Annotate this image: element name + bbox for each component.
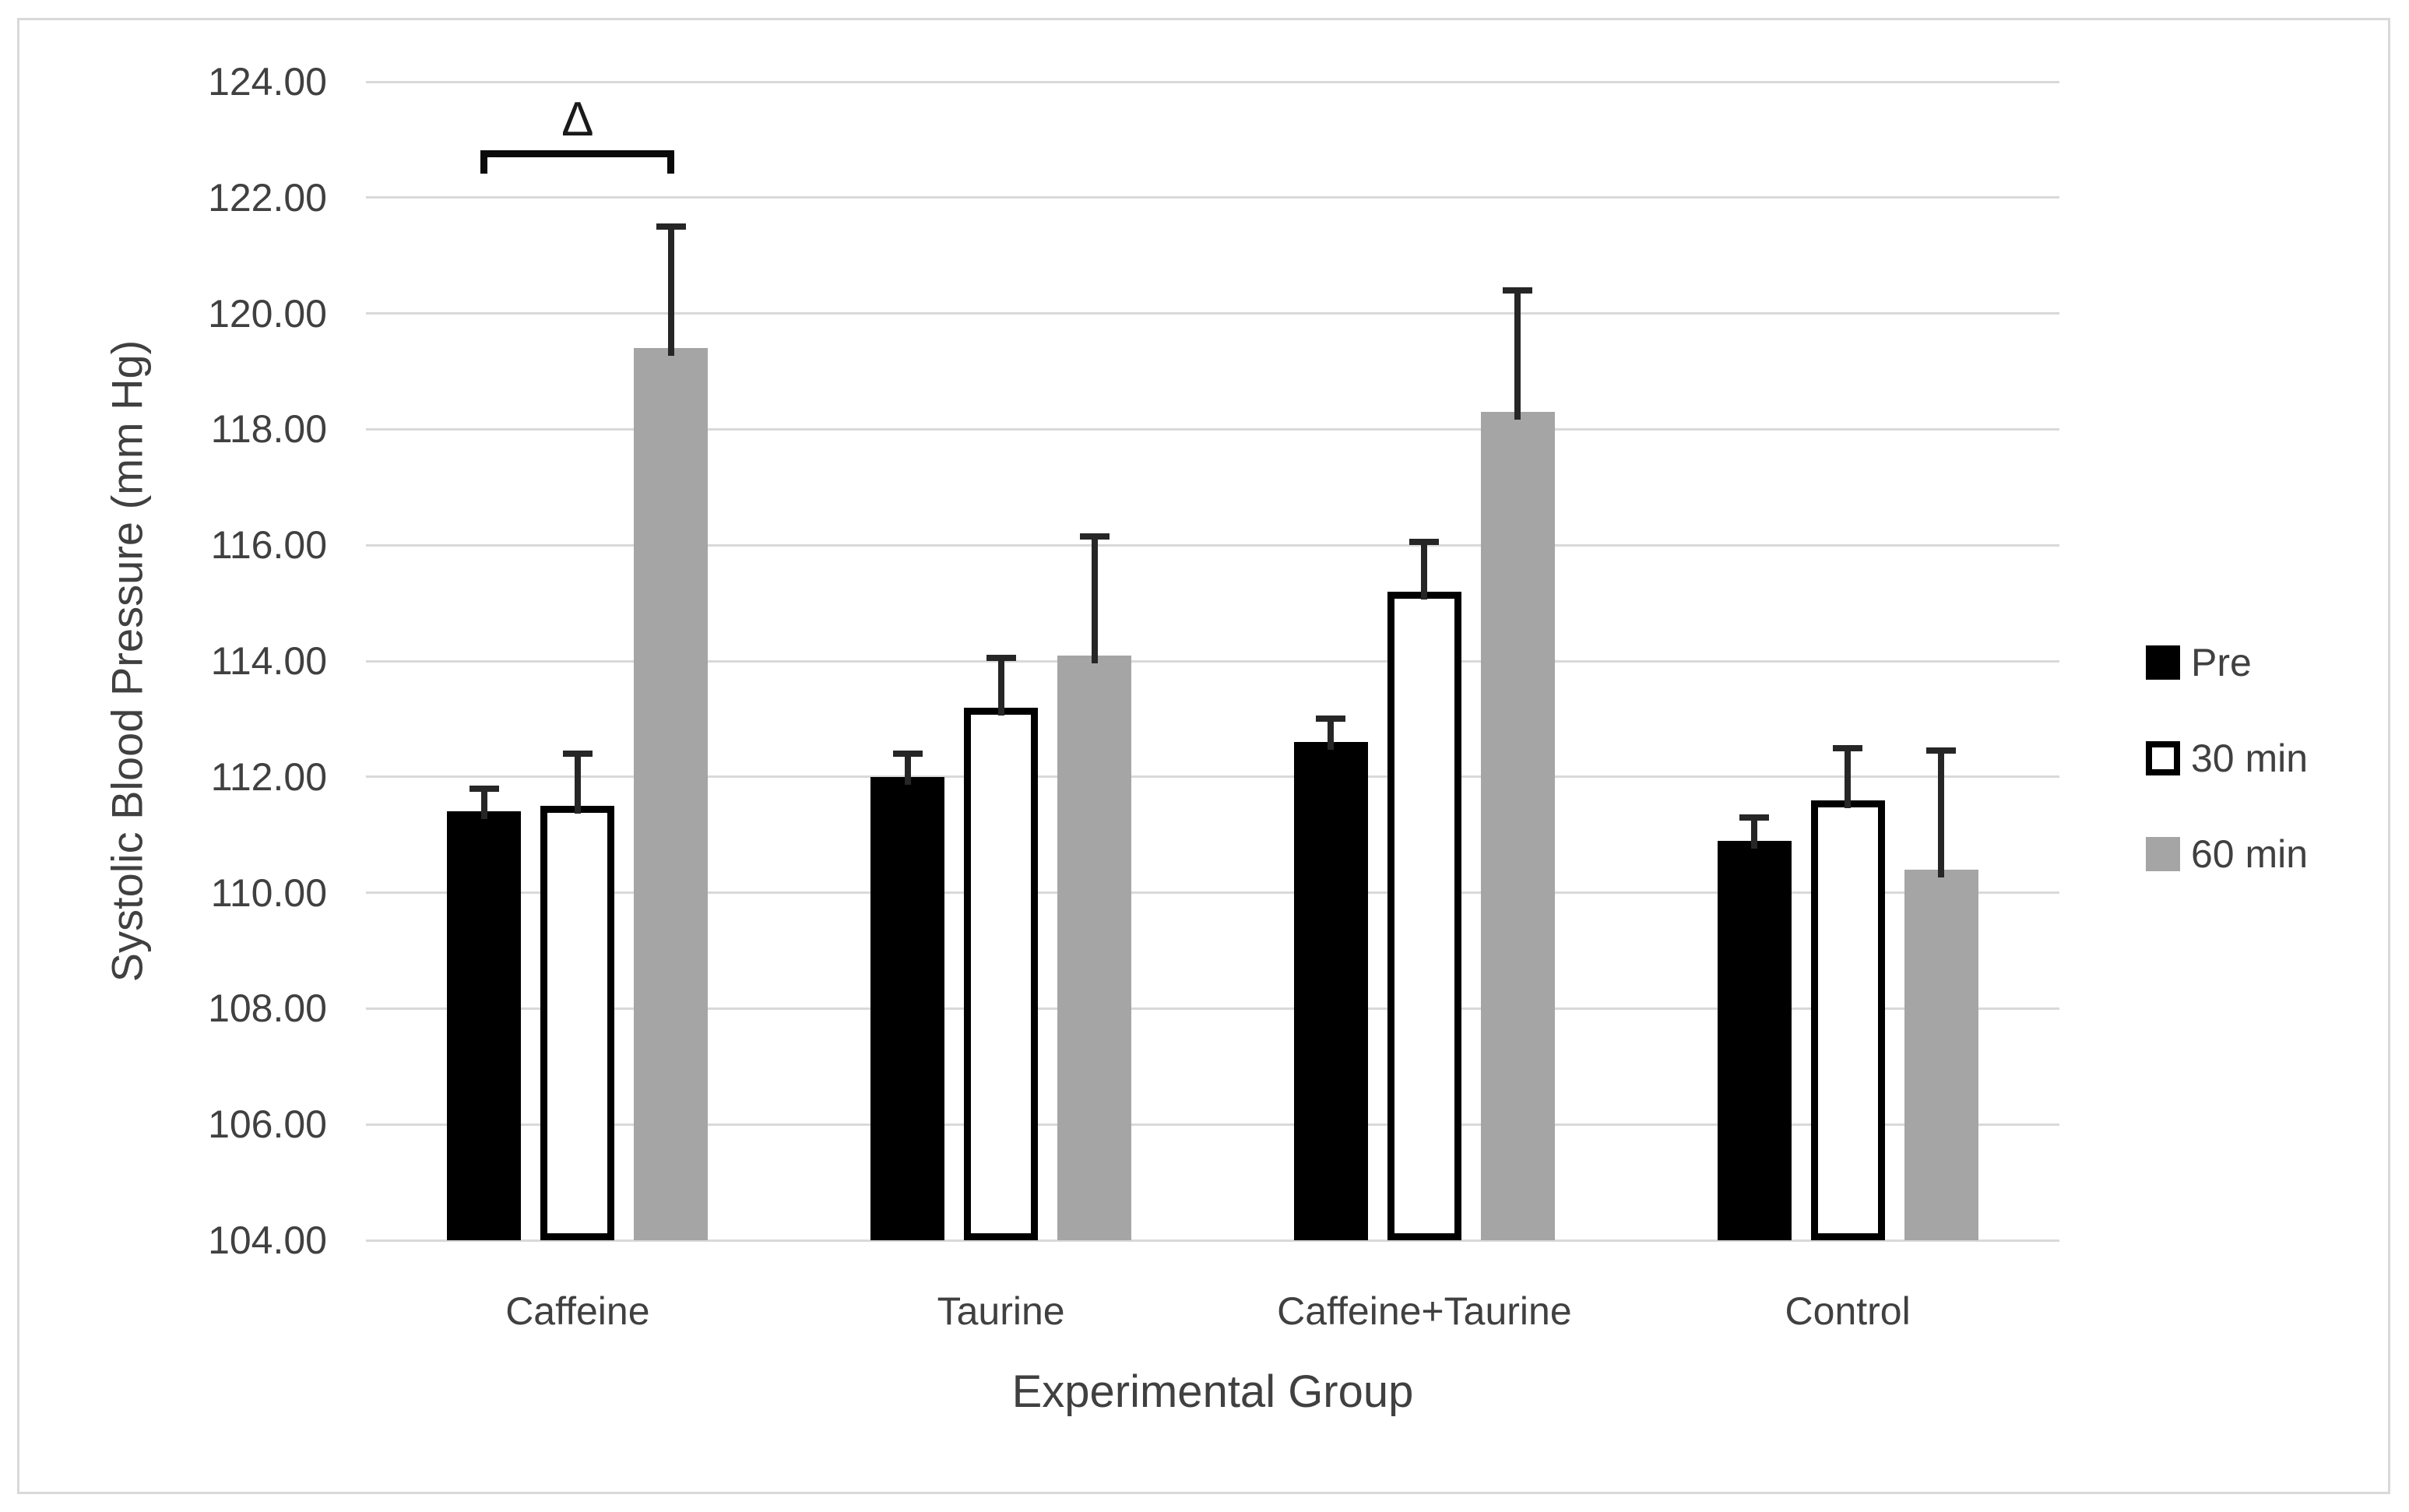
gridline [366,1123,2059,1126]
gridline [366,1007,2059,1010]
error-whisker-30-min-control [1845,747,1852,808]
y-tick-label: 118.00 [210,407,327,452]
legend-label-30-min: 30 min [2191,737,2309,780]
y-tick-label: 116.00 [210,523,327,568]
bar-60-min-control [1904,869,1978,1240]
error-whisker-30-min-taurine [997,658,1004,716]
y-tick-label: 112.00 [210,754,327,799]
error-cap-pre-taurine [892,751,923,758]
significance-bracket-tick [667,149,675,174]
error-whisker-60-min-caffeine-taurine [1514,290,1521,420]
gridline [366,80,2059,83]
y-tick-label: 114.00 [210,639,327,683]
delta-annotation: Δ [561,93,594,146]
gridline [366,1239,2059,1242]
error-whisker-pre-control [1751,817,1758,849]
bar-30-min-caffeine [540,806,615,1240]
y-tick-label: 124.00 [208,60,327,104]
error-whisker-30-min-caffeine-taurine [1421,542,1428,600]
y-tick-label: 104.00 [208,1218,327,1262]
error-cap-pre-control [1739,814,1770,821]
legend-label-60-min: 60 min [2191,832,2309,876]
error-cap-60-min-taurine [1079,533,1110,540]
chart-frame [17,18,2390,1494]
legend-label-pre: Pre [2191,641,2252,684]
gridline [366,427,2059,431]
bar-pre-caffeine-taurine [1293,742,1368,1240]
error-cap-60-min-caffeine [656,223,686,230]
bar-30-min-taurine [964,707,1039,1240]
bar-pre-taurine [870,776,945,1240]
y-tick-label: 106.00 [208,1102,327,1147]
gridline [366,312,2059,315]
error-whisker-30-min-caffeine [574,754,581,814]
y-tick-label: 110.00 [210,870,327,915]
error-cap-30-min-caffeine-taurine [1409,539,1440,546]
legend-swatch-60-min [2146,837,2180,871]
error-whisker-pre-caffeine [480,788,487,820]
error-whisker-60-min-caffeine [667,227,674,357]
error-cap-pre-caffeine [469,785,499,792]
x-tick-label-taurine: Taurine [937,1289,1065,1333]
y-tick-label: 108.00 [208,986,327,1031]
x-tick-label-control: Control [1785,1289,1911,1333]
error-cap-30-min-control [1833,744,1863,751]
gridline [366,891,2059,895]
bar-30-min-control [1810,800,1885,1240]
significance-bracket-tick [480,149,488,174]
gridline [366,543,2059,547]
error-whisker-pre-taurine [904,754,911,785]
error-whisker-60-min-taurine [1091,536,1098,663]
bar-60-min-caffeine [634,348,709,1240]
error-whisker-pre-caffeine-taurine [1328,719,1335,751]
error-whisker-60-min-control [1938,751,1945,877]
gridline [366,775,2059,779]
bar-60-min-taurine [1057,655,1132,1240]
bar-60-min-caffeine-taurine [1480,412,1555,1240]
bar-30-min-caffeine-taurine [1387,591,1461,1240]
significance-bracket [480,149,675,157]
bar-pre-control [1717,840,1792,1240]
error-cap-60-min-control [1926,747,1957,754]
error-cap-pre-caffeine-taurine [1316,716,1346,723]
y-tick-label: 120.00 [208,291,327,336]
gridline [366,196,2059,199]
bar-pre-caffeine [447,811,522,1240]
error-cap-30-min-taurine [986,655,1016,662]
legend-swatch-30-min [2146,741,2180,775]
x-axis-title: Experimental Group [1011,1366,1414,1417]
error-cap-60-min-caffeine-taurine [1503,287,1533,294]
legend-swatch-pre [2146,645,2180,680]
x-tick-label-caffeine-taurine: Caffeine+Taurine [1277,1289,1572,1333]
error-cap-30-min-caffeine [562,751,593,758]
y-axis-title: Systolic Blood Pressure (mm Hg) [102,339,152,983]
x-tick-label-caffeine: Caffeine [505,1289,650,1333]
gridline [366,659,2059,663]
y-tick-label: 122.00 [208,175,327,220]
